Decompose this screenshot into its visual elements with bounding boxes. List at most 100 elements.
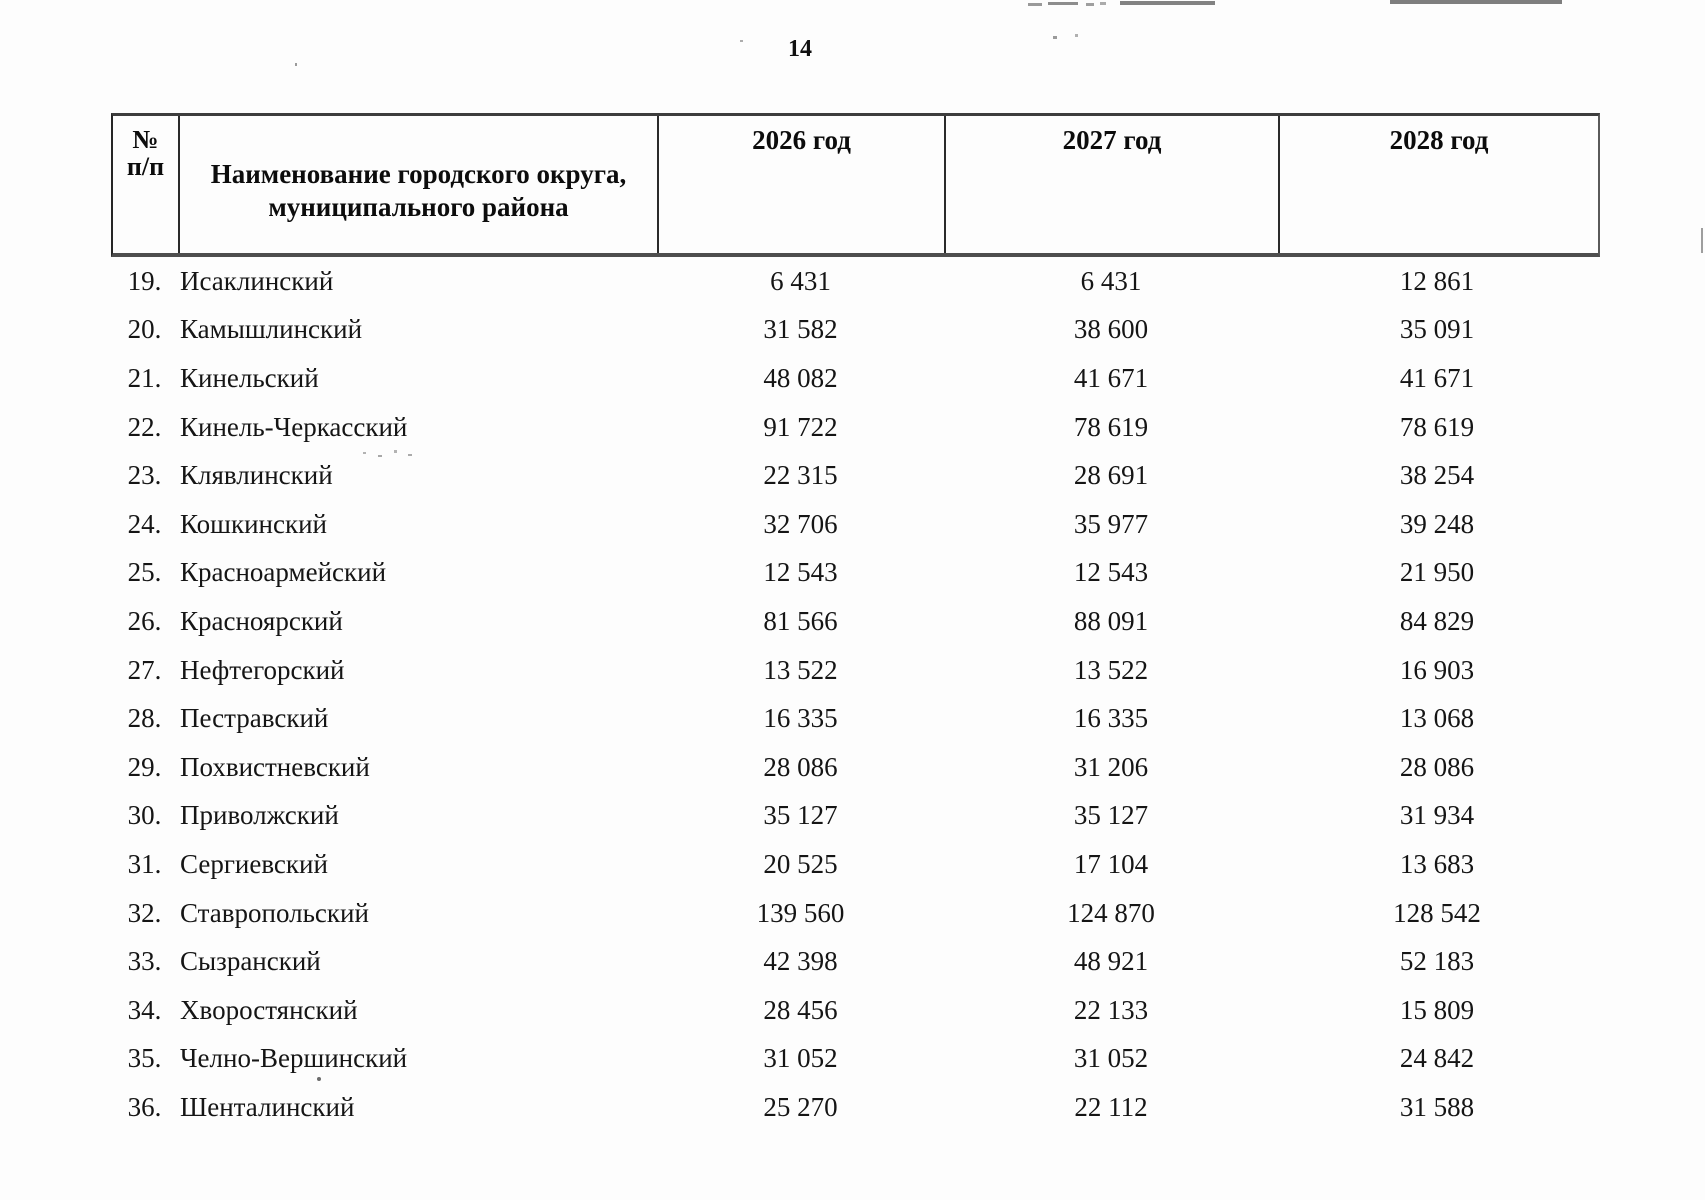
value-2028: 35 091 [1399,314,1475,345]
table-row: 24. Кошкинский 32 706 35 977 39 248 [111,500,1596,549]
value-2026: 6 431 [770,265,831,296]
value-2026: 42 398 [763,946,838,977]
value-2028: 38 254 [1399,460,1475,491]
scan-artifact [1120,1,1215,5]
value-2026: 12 543 [763,557,838,588]
scan-artifact [394,450,397,453]
row-index: 29. [127,751,162,782]
row-index: 22. [127,411,162,442]
table-row: 32. Ставропольский 139 560 124 870 128 5… [111,889,1596,938]
district-name: Кинель-Черкасский [180,411,408,442]
value-2027: 6 431 [1080,265,1142,296]
row-index: 27. [127,654,162,685]
scan-artifact [317,1077,321,1081]
value-2026: 31 582 [763,314,838,345]
district-name: Шенталинский [180,1091,355,1122]
value-2027: 17 104 [1073,848,1149,879]
value-2026: 139 560 [756,897,845,928]
column-header-index-line1: № [132,125,159,154]
value-2027: 48 921 [1073,946,1149,977]
value-2026: 91 722 [763,411,838,442]
district-name: Челно-Вершинский [180,1043,408,1074]
value-2027: 13 522 [1073,654,1149,685]
table-row: 26. Красноярский 81 566 88 091 84 829 [111,597,1596,646]
table-row: 34. Хворостянский 28 456 22 133 15 809 [111,986,1596,1035]
value-2027: 88 091 [1073,605,1149,636]
value-2026: 22 315 [763,460,838,491]
value-2026: 20 525 [763,848,838,879]
value-2026: 16 335 [763,703,838,734]
value-2028: 39 248 [1399,508,1475,539]
value-2026: 81 566 [763,605,838,636]
district-name: Кошкинский [180,508,327,539]
table-row: 22. Кинель-Черкасский 91 722 78 619 78 6… [111,403,1596,452]
row-index: 35. [127,1043,162,1074]
table-row: 27. Нефтегорский 13 522 13 522 16 903 [111,646,1596,695]
scan-artifact [1086,3,1094,6]
district-name: Исаклинский [180,265,334,296]
table-row: 29. Похвистневский 28 086 31 206 28 086 [111,743,1596,792]
column-header-name: Наименование городского округа, муниципа… [180,116,659,253]
table-row: 31. Сергиевский 20 525 17 104 13 683 [111,840,1596,889]
value-2027: 12 543 [1073,557,1149,588]
value-2028: 41 671 [1399,362,1475,393]
district-name: Кинельский [180,362,319,393]
value-2026: 32 706 [763,508,838,539]
row-index: 36. [127,1091,162,1122]
value-2028: 13 683 [1399,848,1475,879]
district-name: Красноармейский [180,557,387,588]
value-2028: 28 086 [1399,751,1475,782]
table-row: 19. Исаклинский 6 431 6 431 12 861 [111,257,1596,306]
district-name: Хворостянский [180,994,358,1025]
scan-artifact [1048,2,1078,5]
value-2028: 13 068 [1399,703,1475,734]
row-index: 32. [127,897,162,928]
scan-artifact [1701,228,1703,253]
scan-artifact [295,63,297,66]
row-index: 23. [127,460,162,491]
row-index: 20. [127,314,162,345]
value-2026: 31 052 [763,1043,838,1074]
scan-artifact [378,455,382,457]
row-index: 21. [127,362,162,393]
value-2026: 48 082 [763,362,838,393]
value-2027: 78 619 [1073,411,1149,442]
table-row: 30. Приволжский 35 127 35 127 31 934 [111,792,1596,841]
value-2026: 35 127 [763,800,838,831]
value-2028: 31 588 [1399,1091,1475,1122]
value-2028: 16 903 [1399,654,1475,685]
row-index: 26. [127,605,162,636]
value-2028: 31 934 [1399,800,1475,831]
row-index: 28. [127,703,162,734]
value-2027: 124 870 [1067,897,1155,928]
value-2028: 12 861 [1399,265,1475,296]
budget-allocation-table: № п/п Наименование городского округа, му… [111,113,1600,1132]
table-header-row: № п/п Наименование городского округа, му… [111,113,1600,257]
district-name: Сергиевский [180,848,328,879]
page-number: 14 [788,36,812,62]
row-index: 19. [127,265,162,296]
scan-artifact [1053,36,1057,39]
value-2027: 38 600 [1073,314,1149,345]
value-2028: 21 950 [1399,557,1475,588]
district-name: Ставропольский [180,897,369,928]
value-2028: 15 809 [1399,994,1475,1025]
value-2027: 28 691 [1073,460,1149,491]
value-2027: 35 127 [1073,800,1149,831]
value-2028: 24 842 [1399,1043,1475,1074]
value-2028: 84 829 [1399,605,1475,636]
value-2026: 25 270 [763,1091,838,1122]
district-name: Сызранский [180,946,321,977]
district-name: Красноярский [180,605,343,636]
scan-artifact [1100,2,1106,5]
district-name: Камышлинский [180,314,363,345]
column-header-year-2028: 2028 год [1389,125,1489,155]
table-row: 35. Челно-Вершинский 31 052 31 052 24 84… [111,1035,1596,1084]
table-row: 28. Пестравский 16 335 16 335 13 068 [111,694,1596,743]
row-index: 31. [127,848,162,879]
value-2028: 128 542 [1393,897,1481,928]
value-2027: 22 112 [1074,1091,1148,1122]
value-2027: 31 052 [1073,1043,1149,1074]
value-2026: 28 086 [763,751,838,782]
